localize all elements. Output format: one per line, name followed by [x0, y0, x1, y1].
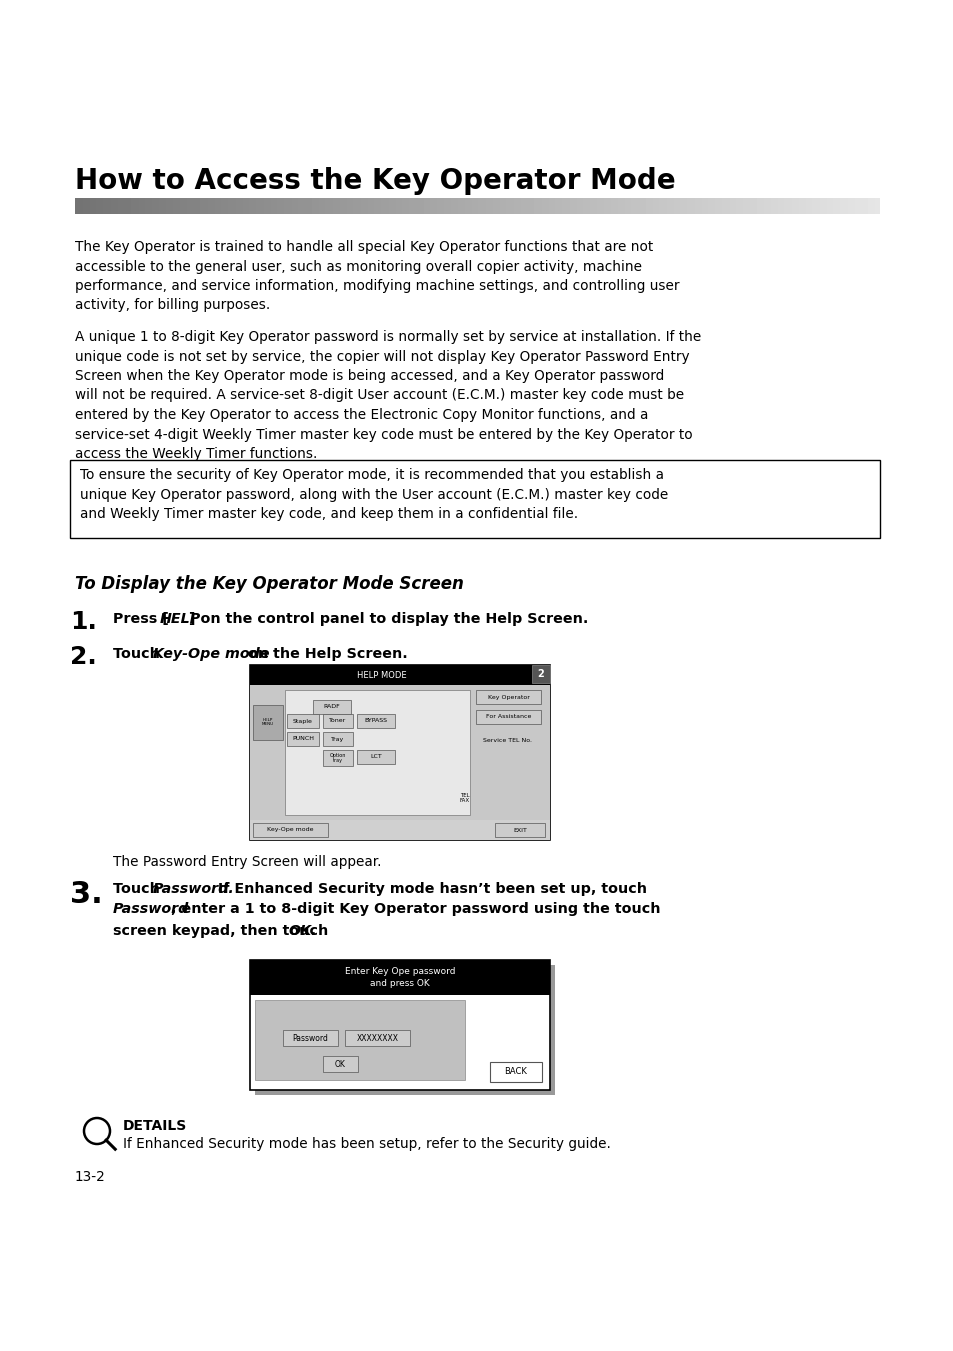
Text: To ensure the security of Key Operator mode, it is recommended that you establis: To ensure the security of Key Operator m… — [80, 467, 667, 521]
Bar — [345, 1031, 410, 1047]
Text: The Key Operator is trained to handle all special Key Operator functions that ar: The Key Operator is trained to handle al… — [75, 240, 679, 312]
Bar — [490, 1062, 541, 1082]
Bar — [254, 965, 555, 1096]
Bar — [323, 713, 353, 728]
Text: on the Help Screen.: on the Help Screen. — [243, 647, 407, 661]
Text: Password: Password — [293, 1034, 328, 1043]
Bar — [356, 713, 395, 728]
Text: A unique 1 to 8-digit Key Operator password is normally set by service at instal: A unique 1 to 8-digit Key Operator passw… — [75, 330, 700, 461]
Bar — [532, 665, 550, 684]
Text: 13-2: 13-2 — [75, 1170, 106, 1183]
Bar — [250, 961, 550, 994]
Text: 1.: 1. — [70, 611, 97, 634]
Bar — [495, 823, 544, 838]
Bar — [283, 1031, 337, 1047]
Text: Key Operator: Key Operator — [487, 694, 529, 700]
Text: Toner: Toner — [329, 719, 346, 724]
Text: Press [: Press [ — [112, 612, 169, 626]
Text: Password: Password — [112, 902, 190, 916]
Text: LCT: LCT — [370, 754, 381, 759]
Text: HELP MODE: HELP MODE — [356, 670, 406, 680]
Text: HELP
MENU: HELP MENU — [262, 717, 274, 727]
Bar — [254, 1000, 464, 1079]
Text: BACK: BACK — [504, 1067, 527, 1077]
Text: TEL
FAX: TEL FAX — [459, 793, 470, 804]
Bar — [323, 1056, 357, 1073]
Text: 3.: 3. — [70, 880, 103, 909]
Bar — [250, 665, 550, 840]
Text: If Enhanced Security mode hasn’t been set up, touch: If Enhanced Security mode hasn’t been se… — [213, 882, 646, 896]
Bar — [356, 750, 395, 765]
Bar — [250, 820, 550, 840]
Text: 2.: 2. — [70, 644, 96, 669]
Text: For Assistance: For Assistance — [485, 715, 531, 720]
Bar — [253, 705, 283, 740]
Text: Option
tray: Option tray — [330, 753, 346, 763]
Text: Password.: Password. — [152, 882, 234, 896]
Bar — [323, 732, 353, 746]
Text: Touch: Touch — [112, 647, 165, 661]
Bar — [250, 665, 550, 685]
Text: Staple: Staple — [293, 719, 313, 724]
Text: XXXXXXXX: XXXXXXXX — [356, 1034, 398, 1043]
Bar — [285, 690, 470, 815]
Text: OK.: OK. — [288, 924, 316, 938]
Bar — [476, 690, 540, 704]
Bar — [287, 732, 318, 746]
Text: DETAILS: DETAILS — [123, 1119, 187, 1133]
Bar — [313, 700, 351, 713]
Text: Key-Ope mode: Key-Ope mode — [152, 647, 269, 661]
Text: Touch: Touch — [112, 882, 165, 896]
Text: ] on the control panel to display the Help Screen.: ] on the control panel to display the He… — [189, 612, 588, 626]
Text: Key-Ope mode: Key-Ope mode — [267, 828, 314, 832]
Text: Tray: Tray — [331, 736, 344, 742]
Bar — [476, 711, 540, 724]
Bar — [70, 459, 879, 538]
Text: The Password Entry Screen will appear.: The Password Entry Screen will appear. — [112, 855, 381, 869]
Text: RADF: RADF — [323, 704, 340, 709]
Text: How to Access the Key Operator Mode: How to Access the Key Operator Mode — [75, 168, 675, 195]
Bar — [287, 713, 318, 728]
Bar — [250, 685, 550, 820]
Text: PUNCH: PUNCH — [292, 736, 314, 742]
Text: To Display the Key Operator Mode Screen: To Display the Key Operator Mode Screen — [75, 576, 463, 593]
Text: HELP: HELP — [160, 612, 201, 626]
Text: screen keypad, then touch: screen keypad, then touch — [112, 924, 333, 938]
Text: 2: 2 — [537, 669, 544, 680]
Text: Service TEL No.: Service TEL No. — [483, 738, 532, 743]
Bar — [323, 750, 353, 766]
Text: Enter Key Ope password
and press OK: Enter Key Ope password and press OK — [344, 967, 455, 988]
Text: , enter a 1 to 8-digit Key Operator password using the touch: , enter a 1 to 8-digit Key Operator pass… — [171, 902, 659, 916]
Bar — [253, 823, 328, 838]
Bar — [250, 961, 550, 1090]
Text: EXIT: EXIT — [513, 828, 526, 832]
Text: OK: OK — [335, 1061, 346, 1069]
Text: BYPASS: BYPASS — [364, 719, 387, 724]
Text: If Enhanced Security mode has been setup, refer to the Security guide.: If Enhanced Security mode has been setup… — [123, 1138, 610, 1151]
